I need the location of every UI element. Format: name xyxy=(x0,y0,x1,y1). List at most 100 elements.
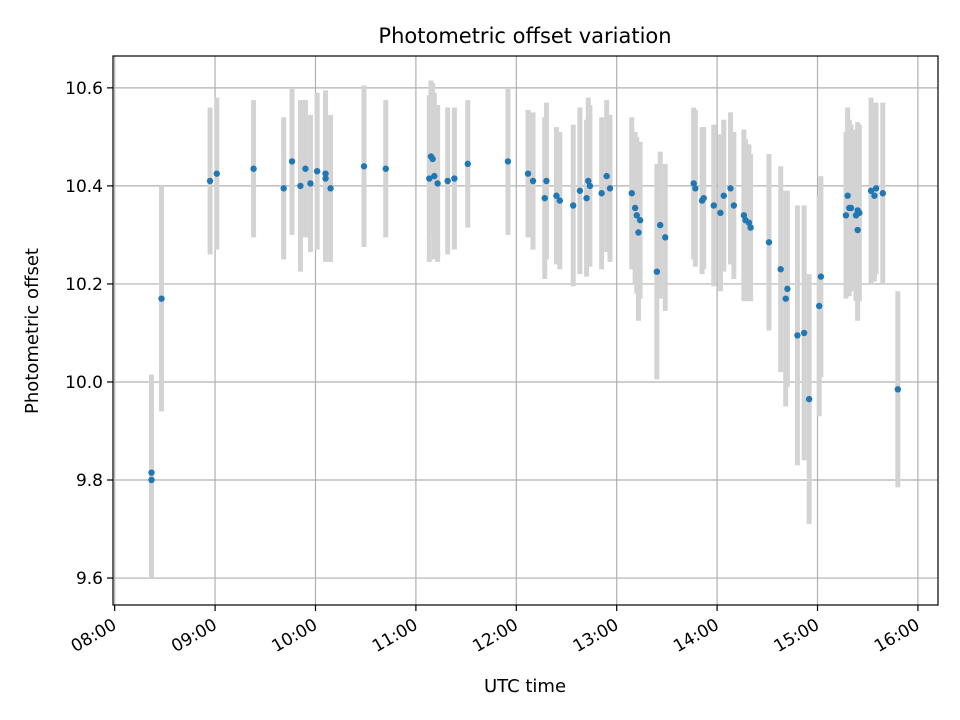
data-point xyxy=(576,187,584,194)
data-point xyxy=(206,177,214,185)
data-point xyxy=(313,167,321,175)
data-point xyxy=(302,165,309,172)
data-point xyxy=(464,160,471,168)
data-point xyxy=(636,217,644,224)
x-tick-label: 08:00 xyxy=(68,615,120,657)
x-tick-label: 10:00 xyxy=(269,615,321,657)
data-point xyxy=(717,209,724,217)
data-point xyxy=(434,180,441,187)
data-point xyxy=(603,172,610,180)
data-point xyxy=(569,202,577,209)
data-point xyxy=(894,386,902,393)
data-points xyxy=(148,153,902,484)
data-point xyxy=(817,273,825,280)
data-point xyxy=(583,194,590,202)
x-axis-label: UTC time xyxy=(484,676,566,697)
data-point xyxy=(213,170,220,177)
data-point xyxy=(148,476,155,484)
data-point xyxy=(307,180,314,187)
data-point xyxy=(747,224,754,231)
data-point xyxy=(782,295,789,302)
data-point xyxy=(543,177,550,185)
data-point xyxy=(426,175,433,182)
x-tick-label: 12:00 xyxy=(469,615,521,657)
y-tick-label: 9.8 xyxy=(76,471,103,491)
data-point xyxy=(431,172,438,180)
data-point xyxy=(327,185,334,192)
data-point xyxy=(872,185,880,192)
data-point xyxy=(794,332,801,339)
data-point xyxy=(657,221,664,229)
data-point xyxy=(288,158,296,165)
data-point xyxy=(815,302,823,310)
data-point xyxy=(777,266,784,273)
data-point xyxy=(879,190,886,197)
data-point xyxy=(765,239,773,246)
data-point xyxy=(854,226,861,234)
y-tick-label: 10.0 xyxy=(65,373,103,393)
y-axis-label: Photometric offset xyxy=(22,248,43,414)
data-point xyxy=(297,182,304,190)
data-point xyxy=(556,197,564,204)
data-point xyxy=(727,185,734,192)
data-point xyxy=(867,187,875,194)
plot-frame xyxy=(112,55,939,606)
data-point xyxy=(585,177,592,185)
data-point xyxy=(653,268,661,275)
y-tick-label: 10.2 xyxy=(65,275,103,295)
data-point xyxy=(805,395,813,403)
data-point xyxy=(529,177,537,185)
data-point xyxy=(553,192,560,199)
chart-title: Photometric offset variation xyxy=(378,24,671,48)
data-point xyxy=(692,185,699,192)
data-point xyxy=(847,204,855,212)
data-point xyxy=(842,212,850,219)
data-point xyxy=(382,165,389,172)
data-point xyxy=(250,165,257,172)
data-point xyxy=(158,295,165,302)
data-point xyxy=(662,234,669,241)
data-point xyxy=(504,158,512,165)
data-point xyxy=(871,192,878,199)
data-point xyxy=(745,219,753,226)
data-point xyxy=(524,170,532,177)
x-tick-label: 13:00 xyxy=(570,615,622,657)
data-point xyxy=(690,180,697,187)
x-tick-label: 16:00 xyxy=(871,615,923,657)
data-point xyxy=(541,194,548,202)
data-point xyxy=(451,175,458,182)
data-point xyxy=(730,202,738,209)
data-point xyxy=(444,177,451,185)
data-point xyxy=(710,202,717,209)
data-point xyxy=(800,329,808,337)
data-point xyxy=(628,190,635,197)
x-axis: 08:00 09:00 10:00 11:00 12:00 13:00 14:00 15:00… xyxy=(68,605,923,657)
data-point xyxy=(720,192,728,199)
x-tick-label: 15:00 xyxy=(771,615,823,657)
error-bars xyxy=(148,80,901,579)
y-axis: 9.6 9.8 10.0 10.2 10.4 10.6 xyxy=(65,79,113,589)
x-tick-label: 11:00 xyxy=(369,615,421,657)
y-tick-label: 10.4 xyxy=(65,177,103,197)
data-point xyxy=(148,469,155,476)
data-point xyxy=(322,170,329,177)
data-point xyxy=(633,212,640,219)
data-point xyxy=(322,175,329,182)
data-point xyxy=(586,182,594,190)
data-point xyxy=(856,209,863,217)
data-point xyxy=(360,163,368,170)
data-point xyxy=(429,155,436,163)
data-point xyxy=(606,185,614,192)
data-point xyxy=(784,285,791,293)
grid-lines xyxy=(113,56,938,605)
data-point xyxy=(598,190,605,197)
data-point xyxy=(631,204,639,212)
data-point xyxy=(700,194,707,202)
data-point xyxy=(635,229,642,236)
data-point xyxy=(740,212,748,219)
y-tick-label: 10.6 xyxy=(65,79,103,99)
data-point xyxy=(844,192,851,199)
x-tick-label: 09:00 xyxy=(168,615,220,657)
data-point xyxy=(280,185,287,192)
